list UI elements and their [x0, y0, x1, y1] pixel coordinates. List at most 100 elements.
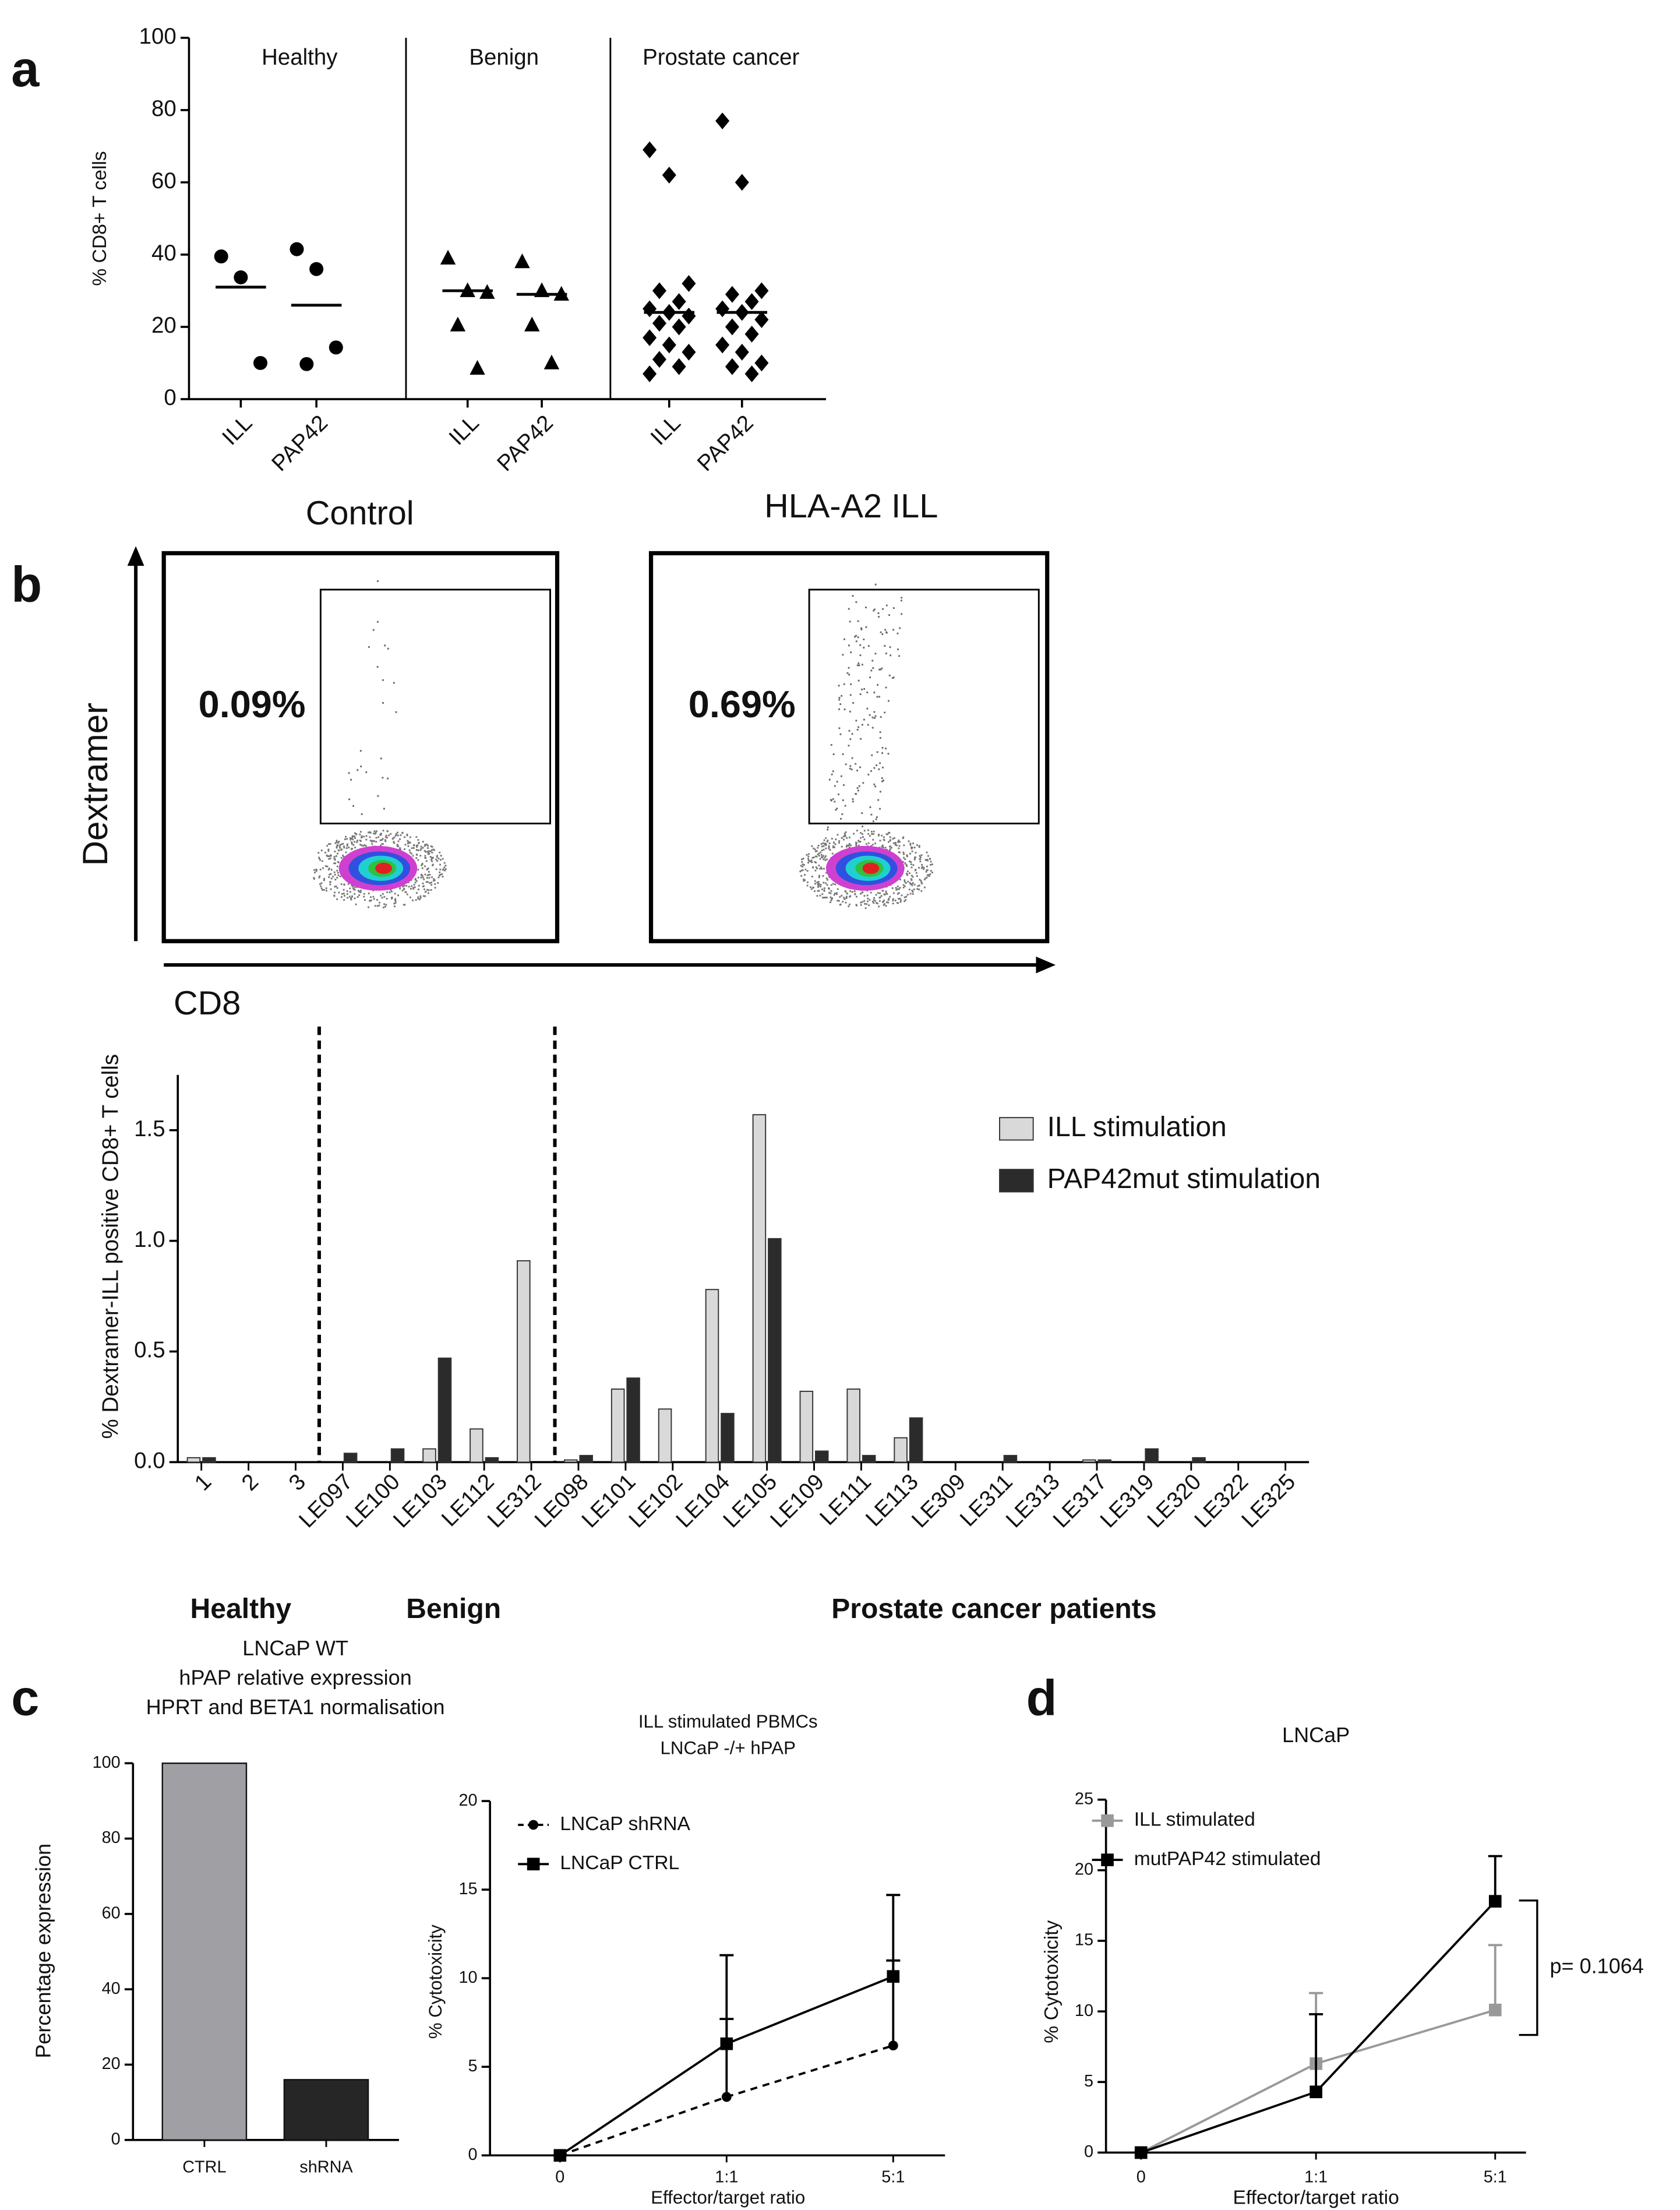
event-dot: [881, 633, 884, 635]
event-dot: [814, 883, 816, 885]
event-dot: [330, 888, 332, 890]
event-dot: [930, 870, 932, 872]
event-dot: [923, 868, 925, 870]
event-dot: [916, 888, 919, 890]
legend-marker: [1101, 1853, 1114, 1866]
event-dot: [912, 864, 915, 866]
x-tick-label: LE097: [294, 1469, 358, 1532]
event-dot: [417, 897, 419, 900]
event-dot: [373, 898, 375, 900]
event-dot: [843, 638, 845, 640]
event-dot: [416, 854, 418, 856]
chart-title: ILL stimulated PBMCs: [638, 1711, 818, 1732]
event-dot: [377, 580, 379, 582]
event-dot: [810, 888, 813, 890]
event-dot: [377, 621, 379, 623]
event-dot: [329, 857, 331, 859]
event-dot: [351, 843, 353, 845]
event-dot: [355, 833, 357, 835]
event-dot: [823, 889, 825, 891]
x-tick-label: 3: [284, 1469, 311, 1496]
y-tick-label: 0: [468, 2145, 477, 2164]
event-dot: [821, 888, 823, 890]
event-dot: [859, 693, 862, 695]
data-point: [309, 262, 324, 276]
event-dot: [368, 906, 370, 908]
series-line: [1140, 2008, 1496, 2154]
event-dot: [812, 886, 814, 889]
event-dot: [393, 836, 396, 838]
y-tick-label: 5: [1084, 2072, 1093, 2091]
event-dot: [425, 857, 427, 859]
event-dot: [802, 865, 804, 868]
event-dot: [867, 900, 869, 903]
event-dot: [343, 899, 345, 901]
event-dot: [376, 666, 379, 668]
y-tick-label: 60: [151, 168, 177, 193]
event-dot: [899, 897, 901, 900]
event-dot: [334, 859, 336, 861]
event-dot: [860, 738, 862, 740]
event-dot: [407, 841, 410, 843]
event-dot: [832, 770, 834, 773]
event-dot: [903, 900, 906, 903]
event-dot: [825, 843, 827, 845]
gate-percent: 0.09%: [199, 683, 306, 725]
event-dot: [925, 870, 927, 873]
event-dot: [404, 891, 407, 893]
event-dot: [863, 830, 866, 832]
event-dot: [848, 608, 850, 610]
event-dot: [352, 838, 354, 841]
event-dot: [846, 672, 849, 674]
event-dot: [874, 653, 877, 655]
event-dot: [878, 834, 880, 837]
data-point: [214, 249, 228, 264]
event-dot: [901, 894, 903, 897]
legend-marker: [1101, 1814, 1114, 1827]
x-tick-label: CTRL: [182, 2158, 226, 2177]
event-dot: [861, 901, 863, 903]
event-dot: [444, 868, 447, 870]
x-tick-label: ILL: [217, 410, 257, 450]
event-dot: [849, 738, 852, 741]
event-dot: [888, 841, 890, 843]
event-dot: [881, 845, 883, 848]
event-dot: [359, 891, 362, 893]
event-dot: [395, 711, 397, 713]
event-dot: [378, 904, 380, 907]
event-dot: [319, 868, 322, 870]
data-point: [721, 2092, 732, 2102]
event-dot: [437, 882, 439, 884]
event-dot: [835, 809, 837, 811]
x-tick-label: LE320: [1142, 1469, 1206, 1532]
event-dot: [357, 890, 359, 891]
y-tick-label: 0: [164, 385, 176, 410]
gate-percent: 0.69%: [689, 683, 796, 725]
event-dot: [843, 838, 845, 841]
event-dot: [346, 893, 348, 895]
event-dot: [851, 757, 853, 759]
event-dot: [843, 709, 846, 710]
event-dot: [816, 850, 818, 852]
event-dot: [860, 904, 862, 906]
data-point: [440, 249, 456, 265]
data-point: [744, 365, 759, 383]
flow-title: Control: [306, 495, 414, 532]
legend-label: ILL stimulated: [1134, 1809, 1255, 1831]
event-dot: [382, 702, 384, 704]
event-dot: [924, 877, 927, 879]
event-dot: [857, 840, 860, 842]
event-dot: [323, 877, 326, 880]
event-dot: [357, 840, 358, 841]
event-dot: [825, 872, 828, 874]
event-dot: [868, 904, 870, 907]
event-dot: [343, 847, 345, 849]
event-dot: [382, 907, 384, 908]
group-label: Benign: [469, 45, 539, 70]
x-tick-label: LE109: [765, 1469, 829, 1532]
data-point: [1488, 2003, 1502, 2017]
event-dot: [428, 851, 430, 854]
event-dot: [404, 904, 406, 906]
event-dot: [878, 668, 881, 671]
event-dot: [912, 891, 914, 893]
